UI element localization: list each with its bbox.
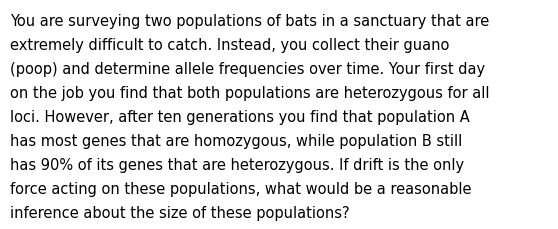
Text: force acting on these populations, what would be a reasonable: force acting on these populations, what … bbox=[10, 181, 472, 196]
Text: extremely difficult to catch. Instead, you collect their guano: extremely difficult to catch. Instead, y… bbox=[10, 38, 449, 53]
Text: inference about the size of these populations?: inference about the size of these popula… bbox=[10, 205, 350, 220]
Text: on the job you find that both populations are heterozygous for all: on the job you find that both population… bbox=[10, 86, 489, 101]
Text: You are surveying two populations of bats in a sanctuary that are: You are surveying two populations of bat… bbox=[10, 14, 489, 29]
Text: loci. However, after ten generations you find that population A: loci. However, after ten generations you… bbox=[10, 109, 470, 124]
Text: has most genes that are homozygous, while population B still: has most genes that are homozygous, whil… bbox=[10, 134, 462, 148]
Text: has 90% of its genes that are heterozygous. If drift is the only: has 90% of its genes that are heterozygo… bbox=[10, 157, 464, 172]
Text: (poop) and determine allele frequencies over time. Your first day: (poop) and determine allele frequencies … bbox=[10, 62, 485, 77]
